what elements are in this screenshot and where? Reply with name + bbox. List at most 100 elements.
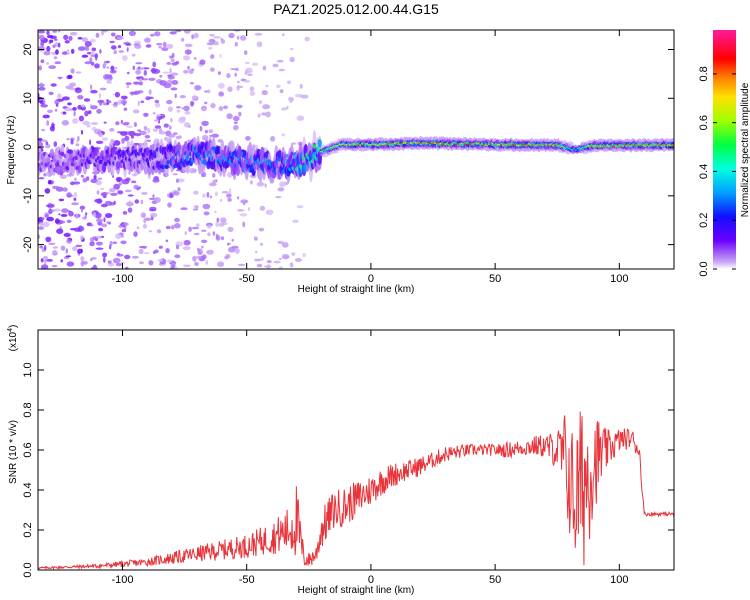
spectrogram-cell — [89, 241, 95, 247]
spectrogram-xlabel: Height of straight line (km) — [298, 284, 415, 295]
spectrogram-cell — [670, 144, 674, 146]
spectrogram-cell — [142, 245, 148, 249]
x-tick-label: 0 — [368, 273, 374, 285]
spectrogram-cell — [259, 242, 264, 246]
spectrogram-cell — [72, 181, 81, 185]
spectrogram-cell — [193, 232, 200, 236]
spectrogram-cell — [48, 242, 56, 245]
spectrogram-cell — [281, 242, 289, 248]
spectrogram-cell — [80, 104, 86, 108]
spectrogram-cell — [234, 67, 239, 72]
spectrogram-cell — [157, 259, 164, 262]
spectrogram-cell — [68, 87, 77, 91]
spectrogram-cell — [188, 226, 192, 232]
spectrogram-cell — [42, 98, 46, 104]
spectrogram-cell — [128, 170, 131, 175]
spectrogram-cell — [212, 231, 216, 236]
spectrogram-cell — [113, 183, 120, 190]
y-tick-label: -20 — [22, 237, 34, 253]
spectrogram-cell — [277, 240, 284, 245]
spectrogram-cell — [76, 140, 79, 143]
spectrogram-cell — [126, 71, 130, 75]
spectrogram-cell — [51, 123, 55, 127]
spectrogram-cell — [99, 87, 107, 91]
spectrogram-cell — [52, 44, 56, 48]
spectrogram-cell — [143, 252, 150, 255]
spectrogram-cell — [191, 95, 197, 99]
spectrogram-cell — [115, 121, 120, 126]
colorbar-label: Normalized spectral amplitude — [740, 82, 750, 217]
spectrogram-cell — [115, 233, 122, 240]
spectrogram-cell — [95, 32, 100, 38]
spectrogram-cell — [44, 214, 49, 218]
spectrogram-cell — [172, 191, 180, 196]
spectrogram-cell — [170, 118, 173, 123]
spectrogram-cell — [182, 246, 191, 251]
spectrogram-cell — [38, 65, 42, 71]
spectrogram-cell — [201, 245, 204, 249]
spectrogram-cell — [177, 187, 181, 192]
spectrogram-cell — [53, 56, 58, 60]
spectrogram-cell — [77, 164, 82, 174]
spectrogram-cell — [66, 173, 72, 177]
spectrogram-cell — [56, 166, 62, 176]
spectrogram-cell — [104, 213, 113, 219]
spectrogram-cell — [73, 110, 76, 117]
spectrogram-cell — [238, 111, 242, 117]
spectrogram-cell — [112, 103, 118, 106]
spectrogram-cell — [163, 123, 169, 128]
spectrogram-cell — [251, 62, 259, 66]
spectrogram-cell — [277, 187, 285, 192]
spectrogram-cell — [148, 260, 154, 266]
spectrogram-cell — [82, 120, 90, 126]
spectrogram-cell — [116, 36, 125, 40]
spectrogram-cell — [145, 147, 150, 156]
spectrogram-cell — [52, 252, 58, 256]
spectrogram-cell — [72, 246, 78, 252]
spectrogram-cell — [120, 119, 124, 124]
spectrogram-cell — [103, 60, 107, 66]
spectrogram-cell — [42, 221, 50, 228]
spectrogram-cell — [232, 115, 240, 122]
spectrogram-cell — [219, 54, 222, 58]
spectrogram-cell — [86, 45, 90, 52]
spectrogram-cell — [118, 50, 125, 53]
spectrogram-cell — [226, 193, 232, 198]
spectrogram-cell — [115, 161, 121, 170]
spectrogram-cell — [242, 202, 246, 206]
spectrogram-cell — [165, 239, 169, 243]
spectrogram-cell — [169, 68, 172, 74]
spectrogram-cell — [46, 30, 50, 35]
spectrogram-cell — [228, 32, 235, 39]
spectrogram-cell — [234, 72, 237, 77]
spectrogram-cell — [90, 89, 98, 94]
spectrogram-cell — [302, 252, 306, 258]
spectrogram-cell — [77, 248, 83, 254]
spectrogram-cell — [111, 66, 114, 73]
spectrogram-cell — [214, 210, 217, 214]
spectrogram-cell — [184, 231, 187, 236]
spectrogram-cell — [183, 30, 191, 34]
spectrogram-cell — [174, 30, 182, 33]
spectrogram-cell — [124, 254, 131, 260]
spectrogram-cell — [41, 128, 46, 132]
spectrogram-cell — [270, 135, 276, 142]
spectrogram-cell — [68, 35, 73, 41]
spectrogram-cell — [165, 248, 170, 254]
spectrogram-cell — [113, 200, 116, 205]
spectrogram-cell — [94, 198, 101, 203]
spectrogram-cell — [149, 209, 157, 212]
spectrogram-cell — [184, 49, 192, 55]
spectrogram-cell — [69, 82, 76, 87]
spectrogram-cell — [80, 235, 84, 241]
spectrogram-cell — [94, 53, 98, 59]
spectrogram-cell — [137, 129, 142, 132]
spectrogram-cell — [134, 199, 140, 204]
y-tick-label: 0.4 — [22, 482, 34, 497]
spectrogram-cell — [218, 91, 224, 97]
spectrogram-cell — [227, 86, 233, 92]
spectrogram-cell — [253, 258, 262, 262]
spectrogram-cell — [112, 257, 121, 264]
spectrogram-cell — [166, 43, 174, 49]
